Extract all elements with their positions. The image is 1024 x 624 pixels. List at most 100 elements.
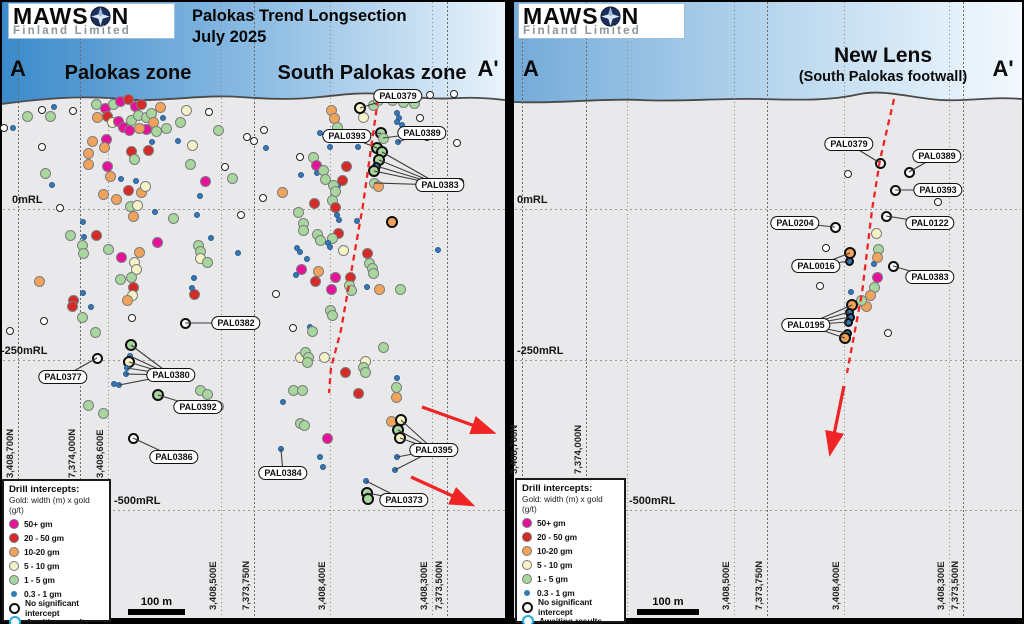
logo-text-left: MAWS — [13, 3, 89, 29]
drill-point — [149, 139, 155, 145]
legend-row: 10-20 gm — [9, 545, 104, 559]
drill-point — [80, 290, 86, 296]
drill-point — [221, 163, 229, 171]
grid-line-3,408,300E — [949, 2, 950, 616]
drill-point — [127, 210, 139, 222]
drill-point — [118, 176, 124, 182]
legend-row-label: 20 - 50 gm — [24, 533, 64, 543]
drill-point — [56, 204, 64, 212]
drill-point — [260, 126, 268, 134]
axis-label-7,373,500N: 7,373,500N — [434, 560, 445, 610]
drill-point — [175, 138, 181, 144]
drill-point — [174, 116, 186, 128]
drill-point — [309, 275, 321, 287]
drill-point — [292, 206, 304, 218]
drill-point — [97, 188, 109, 200]
drill-point — [289, 324, 297, 332]
legend-swatch-yellow — [9, 561, 19, 571]
legend-row: 5 - 10 gm — [9, 559, 104, 573]
rl-label--250mRL: -250mRL — [517, 345, 564, 357]
drill-point — [160, 122, 172, 134]
axis-label-7,374,000N: 7,374,000N — [573, 424, 584, 474]
legend-row: No significant intercept — [522, 597, 619, 617]
hole-label-PAL0383: PAL0383 — [905, 270, 955, 284]
hole-label-PAL0395: PAL0395 — [409, 443, 459, 457]
figure-title: Palokas Trend Longsection July 2025 — [192, 6, 407, 48]
drill-point — [82, 158, 94, 170]
rl-label--500mRL: -500mRL — [629, 495, 676, 507]
hole-label-PAL0122: PAL0122 — [905, 216, 955, 230]
legend-swatch-magenta — [522, 518, 532, 528]
axis-label-3,408,700N: 3,408,700N — [509, 424, 520, 474]
axis-label-3,408,400E: 3,408,400E — [831, 561, 842, 610]
legend-swatch-nosig — [9, 602, 20, 614]
hole-label-PAL0382: PAL0382 — [211, 316, 261, 330]
hole-label-PAL0016: PAL0016 — [791, 259, 841, 273]
drill-point — [280, 399, 286, 405]
hole-label-PAL0379: PAL0379 — [824, 137, 874, 151]
drill-point — [6, 327, 14, 335]
hole-label-PAL0386: PAL0386 — [149, 450, 199, 464]
drill-point — [21, 110, 33, 122]
grid-line-7,373,500N — [963, 2, 964, 616]
legend-row: 10-20 gm — [522, 544, 619, 558]
legend-row-label: 0.3 - 1 gm — [537, 588, 575, 598]
axis-label-7,373,750N: 7,373,750N — [241, 560, 252, 610]
drill-point — [276, 186, 288, 198]
hole-label-PAL0392: PAL0392 — [173, 400, 223, 414]
drill-point — [201, 388, 213, 400]
grid-line-3,408,700N — [18, 2, 19, 616]
drill-point — [435, 247, 441, 253]
drill-point — [102, 243, 114, 255]
logo-subtitle: Finland Limited — [523, 25, 641, 37]
legend-subtitle: Gold: width (m) x gold (g/t) — [522, 494, 603, 514]
grid-line-3,408,700N — [522, 2, 523, 616]
drill-point — [416, 114, 424, 122]
grid-line-7,373,750N — [767, 2, 768, 616]
grid-line-3,408,500E — [221, 2, 222, 616]
drill-point — [390, 391, 402, 403]
drill-point — [44, 110, 56, 122]
drill-point — [235, 250, 241, 256]
drill-point — [186, 139, 198, 151]
legend-row: Awaiting results — [522, 614, 619, 624]
zone-label: Palokas zone — [64, 62, 192, 84]
scale-bar-rect — [637, 609, 699, 615]
axis-label-3,408,500E: 3,408,500E — [721, 561, 732, 610]
legend-row: 0.3 - 1 gm — [9, 587, 104, 601]
drill-point — [306, 325, 318, 337]
drill-point — [90, 229, 102, 241]
drill-point — [110, 193, 122, 205]
drill-point — [80, 219, 86, 225]
drill-point — [38, 143, 46, 151]
scale-bar-rect — [128, 609, 185, 615]
drill-point — [167, 212, 179, 224]
legend-row-label: No significant intercept — [538, 597, 592, 617]
legend-row-label: 1 - 5 gm — [24, 575, 55, 585]
drill-point — [394, 375, 400, 381]
zone-label: New Lens — [833, 44, 933, 67]
legend-swatch-red — [522, 532, 532, 542]
drill-point — [160, 115, 166, 121]
drill-point — [128, 153, 140, 165]
drill-point — [296, 153, 304, 161]
grid-line-3,408,300E — [432, 2, 433, 616]
legend-row-label: No significant intercept — [25, 598, 79, 618]
drill-point — [317, 454, 323, 460]
drill-point — [121, 294, 133, 306]
mawson-compass-icon — [90, 5, 111, 27]
drill-point — [49, 182, 55, 188]
drill-point — [89, 326, 101, 338]
legend-row-label: Awaiting results — [539, 616, 602, 624]
legend-subtitle: Gold: width (m) x gold (g/t) — [9, 495, 90, 515]
drill-point — [237, 211, 245, 219]
hole-label-PAL0393: PAL0393 — [913, 183, 963, 197]
legend-swatch-yellow — [522, 560, 532, 570]
drill-point — [296, 384, 308, 396]
legend-swatch-orange — [9, 547, 19, 557]
drill-point — [304, 256, 310, 262]
rl-grid-line-0mRL — [3, 209, 505, 210]
drill-point — [10, 125, 16, 131]
grid-line-7,373,500N — [447, 2, 448, 616]
rl-grid-line--250mRL — [515, 360, 1021, 361]
